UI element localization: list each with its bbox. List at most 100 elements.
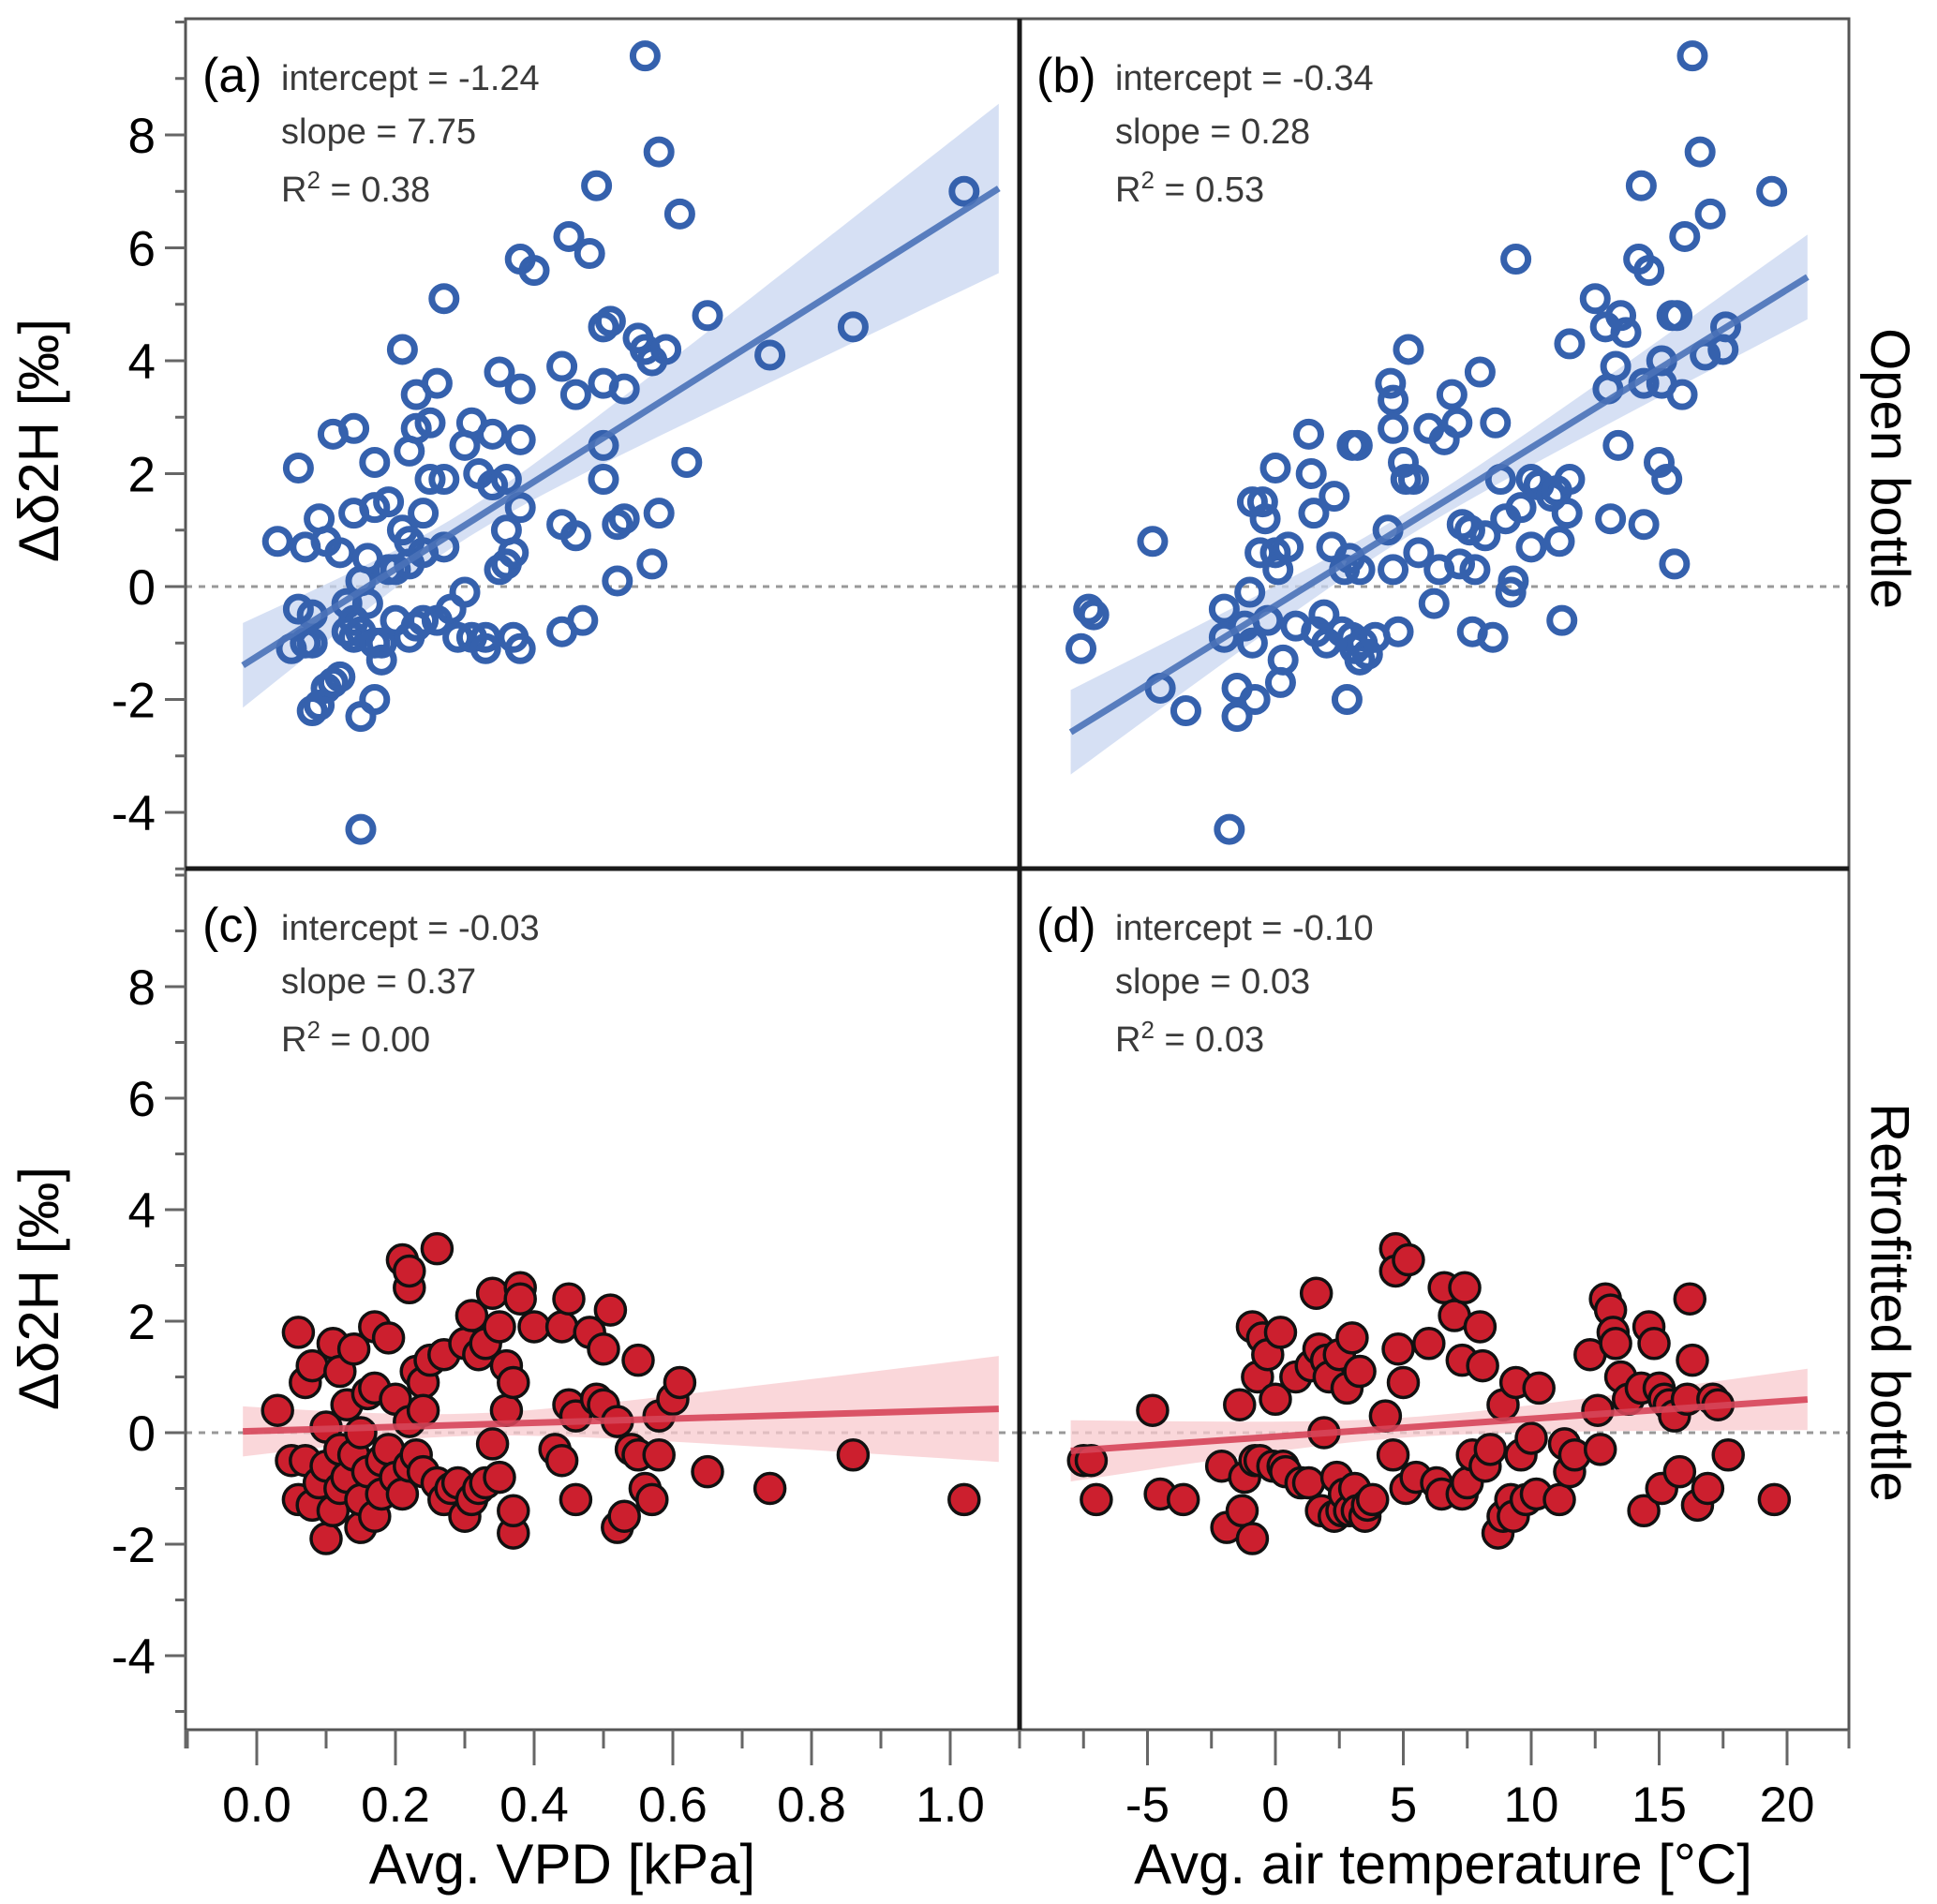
data-point xyxy=(1166,1482,1200,1517)
data-point xyxy=(1669,220,1701,252)
data-point xyxy=(1292,418,1324,450)
y-axis-title-top: Δδ2H [‰] xyxy=(7,319,70,562)
panel-letter: (b) xyxy=(1036,49,1096,103)
data-point xyxy=(621,1343,655,1377)
data-point xyxy=(1244,537,1276,569)
data-point xyxy=(281,1316,316,1349)
data-point xyxy=(691,1454,724,1489)
data-point xyxy=(1628,509,1660,541)
data-point xyxy=(1444,548,1476,580)
data-point xyxy=(1376,1438,1410,1472)
data-point xyxy=(1605,300,1637,332)
data-point xyxy=(593,1293,628,1327)
data-point xyxy=(428,283,460,315)
data-point xyxy=(1546,604,1578,636)
stat-r-squared: R2 = 0.03 xyxy=(1115,1016,1264,1060)
data-point xyxy=(1436,379,1468,410)
data-point xyxy=(663,1365,697,1400)
data-point xyxy=(421,367,453,399)
y-tick-label: -4 xyxy=(112,1629,156,1685)
data-point xyxy=(1500,244,1532,275)
data-point xyxy=(636,548,668,580)
data-point xyxy=(1299,1276,1334,1310)
panel-letter: (d) xyxy=(1036,899,1096,953)
x-axis-title-left: Avg. VPD [kPa] xyxy=(369,1833,755,1896)
panel-a: (a) intercept = -1.24 slope = 7.75 R2 = 0.3… xyxy=(186,40,1020,845)
data-point xyxy=(1464,356,1496,388)
data-point xyxy=(1676,1343,1709,1377)
stat-slope: slope = 0.03 xyxy=(1115,962,1310,1002)
data-point xyxy=(1610,317,1642,349)
data-point xyxy=(692,300,723,332)
data-point xyxy=(1234,576,1266,608)
data-point xyxy=(351,588,383,619)
data-point xyxy=(635,1482,669,1517)
data-point xyxy=(663,198,695,230)
y-tick-label: 6 xyxy=(128,222,156,277)
data-point xyxy=(1633,255,1665,287)
y-tick-label: 4 xyxy=(128,335,156,390)
x-tick-label: 0.6 xyxy=(638,1778,708,1833)
data-point xyxy=(1259,452,1291,483)
data-point xyxy=(1382,616,1414,647)
data-point xyxy=(1673,1282,1707,1316)
data-point xyxy=(1651,464,1683,496)
data-point xyxy=(282,452,314,483)
data-point xyxy=(1078,599,1110,631)
data-point xyxy=(643,498,675,529)
data-point xyxy=(1662,1454,1697,1489)
x-tick-label: 0.2 xyxy=(361,1778,430,1833)
stat-intercept: intercept = -0.03 xyxy=(281,909,540,948)
data-point xyxy=(1497,565,1529,597)
data-point xyxy=(504,373,536,405)
data-point xyxy=(1170,695,1201,727)
data-point xyxy=(1477,621,1509,653)
data-point xyxy=(1386,1365,1421,1400)
x-tick-label: 15 xyxy=(1632,1778,1687,1833)
data-point xyxy=(1378,412,1409,444)
data-point xyxy=(642,1438,676,1472)
data-point xyxy=(449,576,481,608)
data-point xyxy=(1441,407,1473,439)
stat-r-squared: R2 = 0.38 xyxy=(281,166,430,210)
data-point xyxy=(1542,1482,1576,1517)
data-point xyxy=(1080,1482,1113,1517)
regression-line xyxy=(241,186,1001,669)
data-point xyxy=(1554,328,1586,360)
data-point xyxy=(365,627,397,659)
data-point xyxy=(544,1444,579,1478)
y-tick-label: 0 xyxy=(128,1406,156,1462)
data-point xyxy=(643,136,675,168)
data-point xyxy=(1273,531,1304,563)
data-point xyxy=(1403,537,1435,569)
data-point xyxy=(1448,1271,1482,1305)
x-tick-label: 0.0 xyxy=(222,1778,291,1833)
panel-letter: (c) xyxy=(202,899,260,953)
data-point xyxy=(1599,1327,1632,1361)
y-tick-label: 8 xyxy=(128,960,156,1016)
data-point xyxy=(420,1231,454,1266)
panel-plot-area xyxy=(1020,40,1849,845)
data-point xyxy=(1298,498,1330,529)
regression-line xyxy=(1070,1396,1809,1454)
regression-line xyxy=(1068,274,1810,736)
data-point xyxy=(324,537,356,569)
data-point xyxy=(552,1282,586,1316)
data-point xyxy=(1543,526,1575,558)
data-point xyxy=(497,1365,530,1400)
data-point xyxy=(1418,588,1450,619)
data-point xyxy=(406,1393,440,1427)
row-label-open-bottle: Open bottle xyxy=(1859,328,1920,609)
data-point xyxy=(1469,520,1501,552)
data-point xyxy=(518,255,550,287)
data-point xyxy=(414,464,446,496)
y-tick-label: 4 xyxy=(128,1183,156,1239)
data-point xyxy=(1551,498,1583,529)
data-point xyxy=(490,464,522,496)
data-point xyxy=(408,498,440,529)
data-point xyxy=(1236,627,1268,659)
panel-plot-area xyxy=(1020,1231,1849,1555)
data-point xyxy=(371,1321,406,1355)
data-point xyxy=(1694,198,1726,230)
